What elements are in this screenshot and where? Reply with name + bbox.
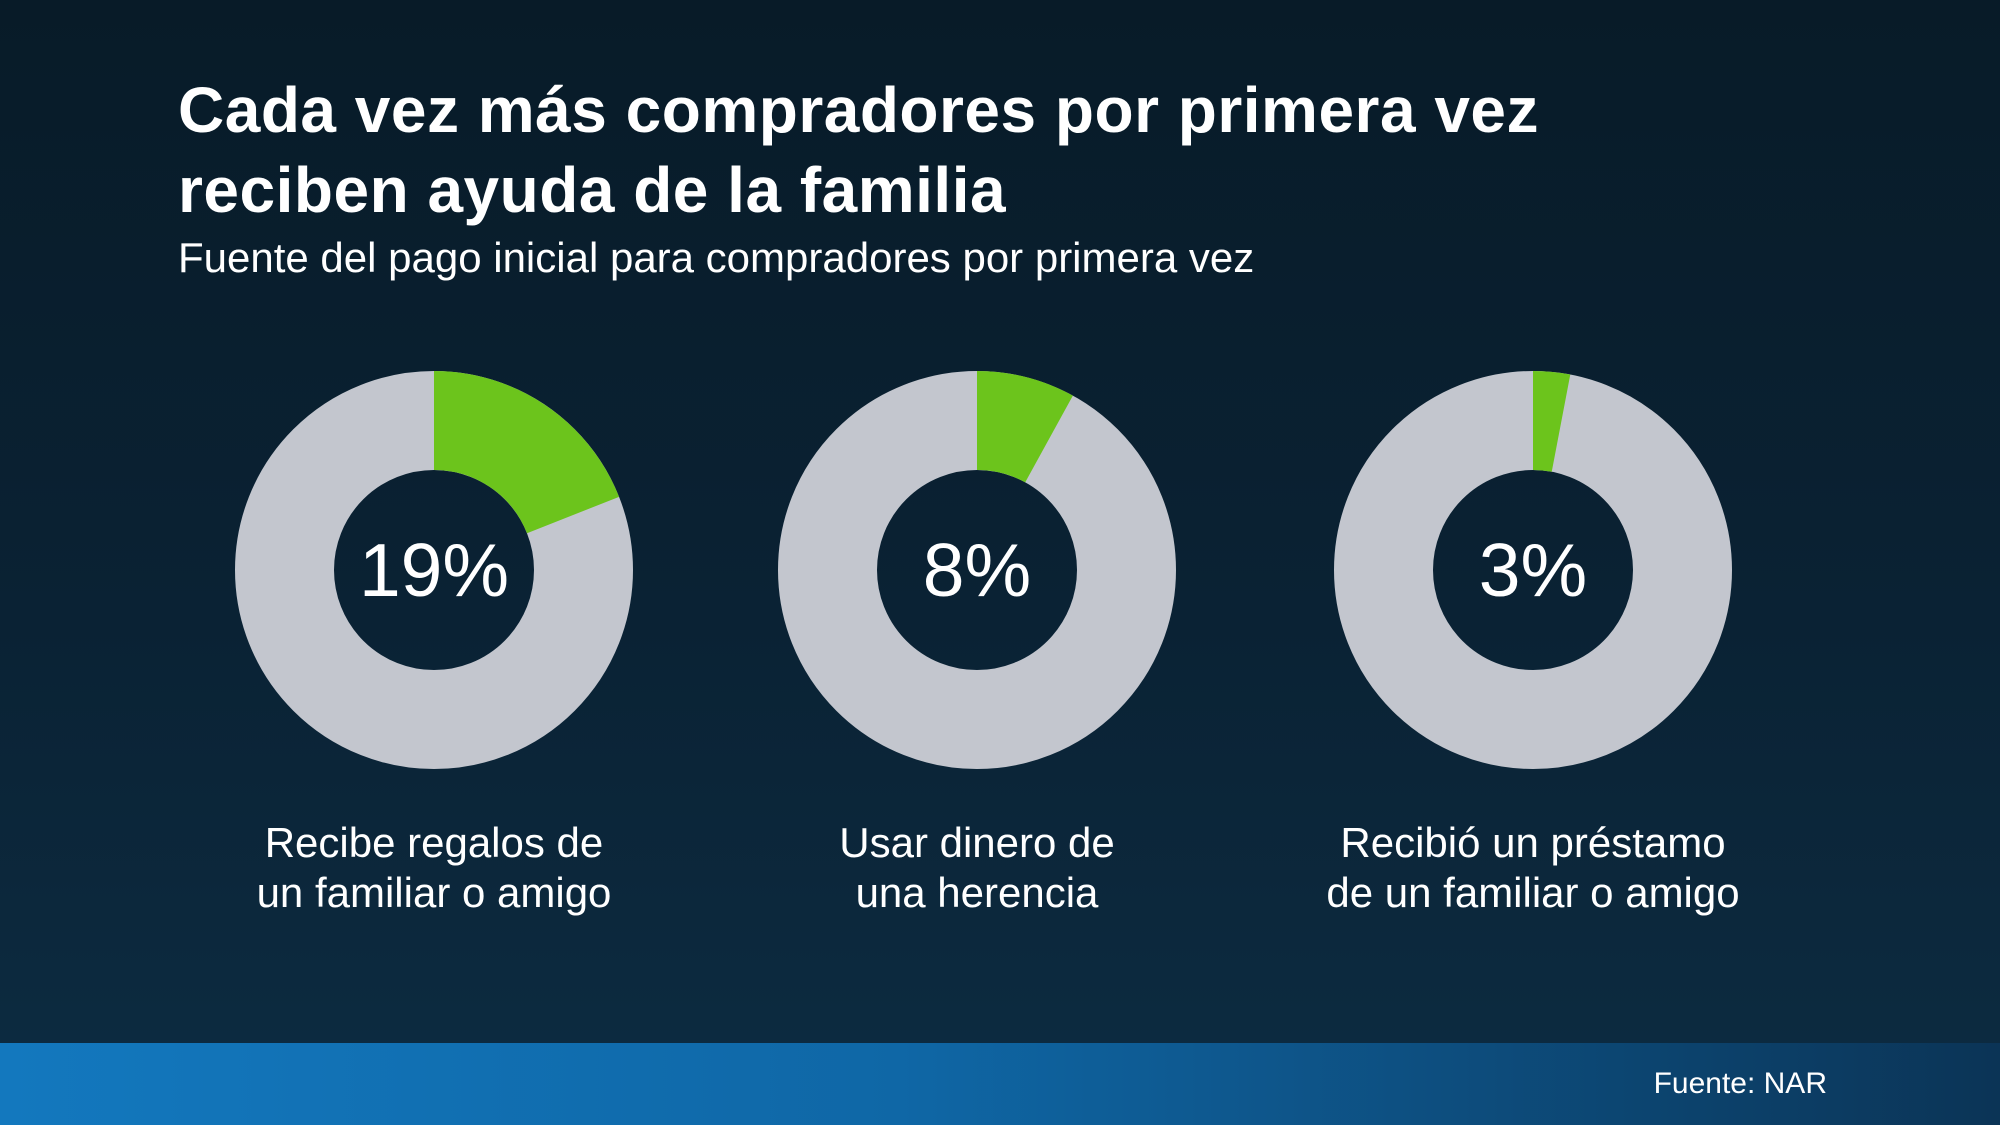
caption-line: Usar dinero de (839, 819, 1115, 866)
page-title-line-2: reciben ayuda de la familia (178, 154, 1007, 226)
donut-caption-loan: Recibió un préstamo de un familiar o ami… (1273, 818, 1793, 918)
donut-value-label: 3% (1478, 527, 1588, 612)
footer-bar: Fuente: NAR (0, 1043, 2000, 1125)
page-title: Cada vez más compradores por primera vez… (178, 70, 1539, 230)
donut-ring-svg (778, 371, 1176, 769)
caption-line: Recibe regalos de (264, 819, 604, 866)
source-text: Fuente: NAR (1653, 1067, 1827, 1100)
donut-highlight-slice (778, 371, 1176, 769)
caption-line: un familiar o amigo (256, 869, 612, 916)
donut-chart-gifts: 19% (235, 371, 633, 769)
donut-highlight-slice (1334, 371, 1732, 769)
page-title-line-1: Cada vez más compradores por primera vez (178, 74, 1539, 146)
donut-value-label: 8% (922, 527, 1032, 612)
donut-value-label: 19% (358, 527, 510, 612)
donut-chart-inheritance: 8% (778, 371, 1176, 769)
page-subtitle: Fuente del pago inicial para compradores… (178, 234, 1255, 281)
donut-ring-svg (1334, 371, 1732, 769)
caption-line: Recibió un préstamo (1340, 819, 1726, 866)
donut-caption-inheritance: Usar dinero de una herencia (717, 818, 1237, 918)
caption-line: de un familiar o amigo (1326, 869, 1740, 916)
donut-highlight-slice (235, 371, 633, 769)
donut-caption-gifts: Recibe regalos de un familiar o amigo (174, 818, 694, 918)
donut-ring-svg (235, 371, 633, 769)
donut-chart-loan: 3% (1334, 371, 1732, 769)
caption-line: una herencia (855, 869, 1099, 916)
